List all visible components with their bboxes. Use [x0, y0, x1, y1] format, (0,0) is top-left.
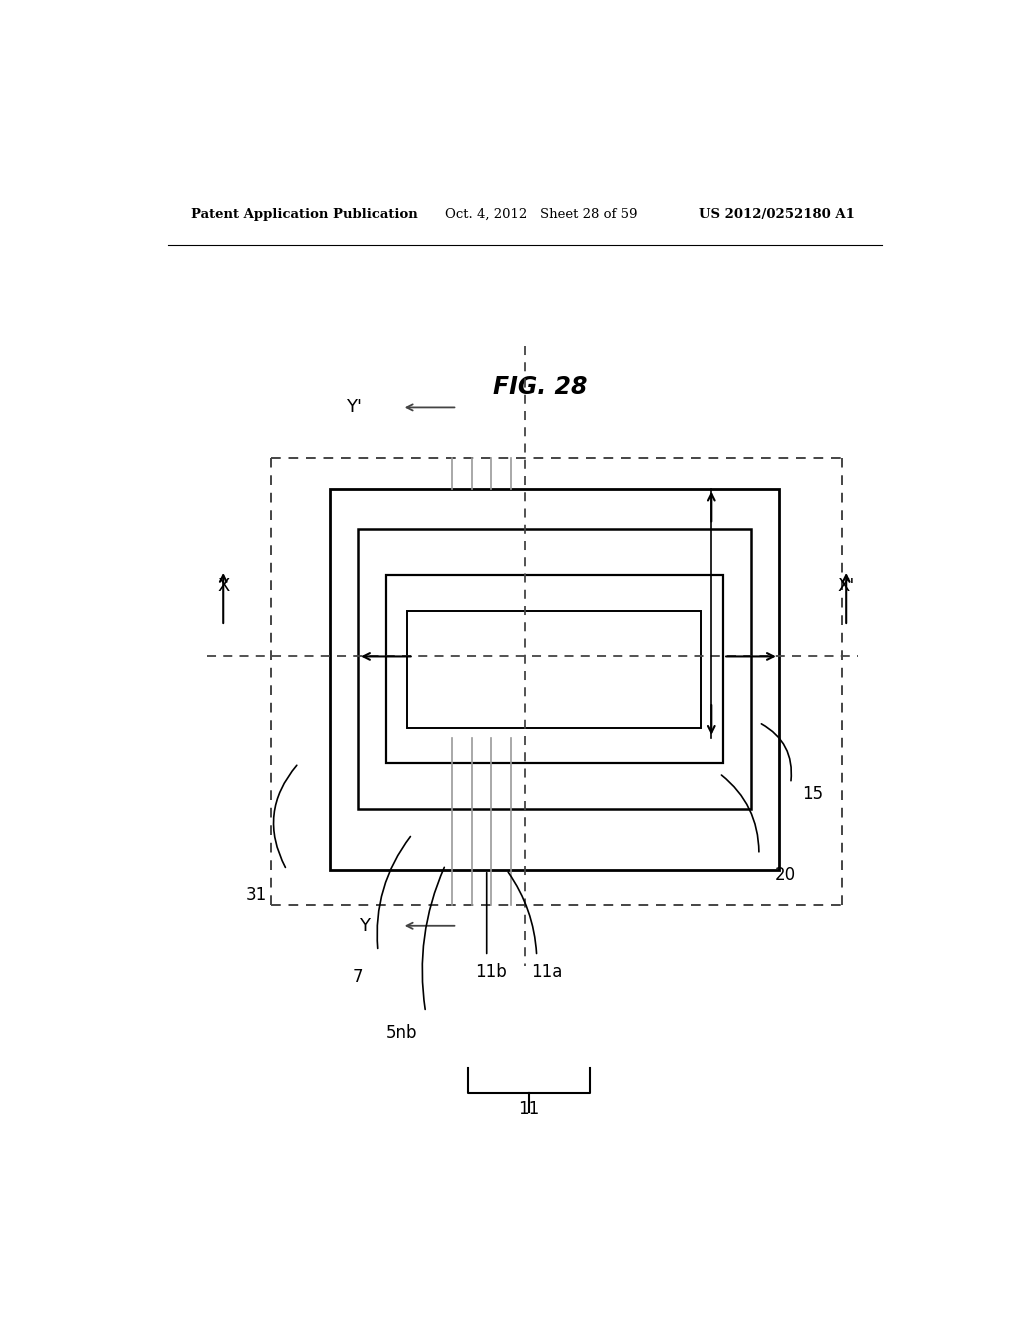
Bar — [331, 488, 778, 870]
Text: X': X' — [838, 577, 855, 595]
Text: Y': Y' — [346, 399, 362, 416]
Bar — [358, 529, 751, 809]
Text: 31: 31 — [246, 886, 267, 904]
Text: FIG. 28: FIG. 28 — [494, 375, 588, 399]
Text: 20: 20 — [775, 866, 796, 884]
Bar — [386, 576, 723, 763]
Text: US 2012/0252180 A1: US 2012/0252180 A1 — [699, 207, 855, 220]
Text: 11a: 11a — [531, 962, 563, 981]
Text: 7: 7 — [353, 968, 364, 986]
Text: 5nb: 5nb — [386, 1023, 418, 1041]
Text: Oct. 4, 2012   Sheet 28 of 59: Oct. 4, 2012 Sheet 28 of 59 — [445, 207, 638, 220]
Text: 15: 15 — [803, 784, 823, 803]
Text: 11b: 11b — [475, 962, 507, 981]
Text: X: X — [217, 577, 229, 595]
Text: Y: Y — [359, 917, 370, 935]
Bar — [408, 611, 701, 727]
Text: Patent Application Publication: Patent Application Publication — [191, 207, 418, 220]
Text: 11: 11 — [518, 1100, 540, 1118]
